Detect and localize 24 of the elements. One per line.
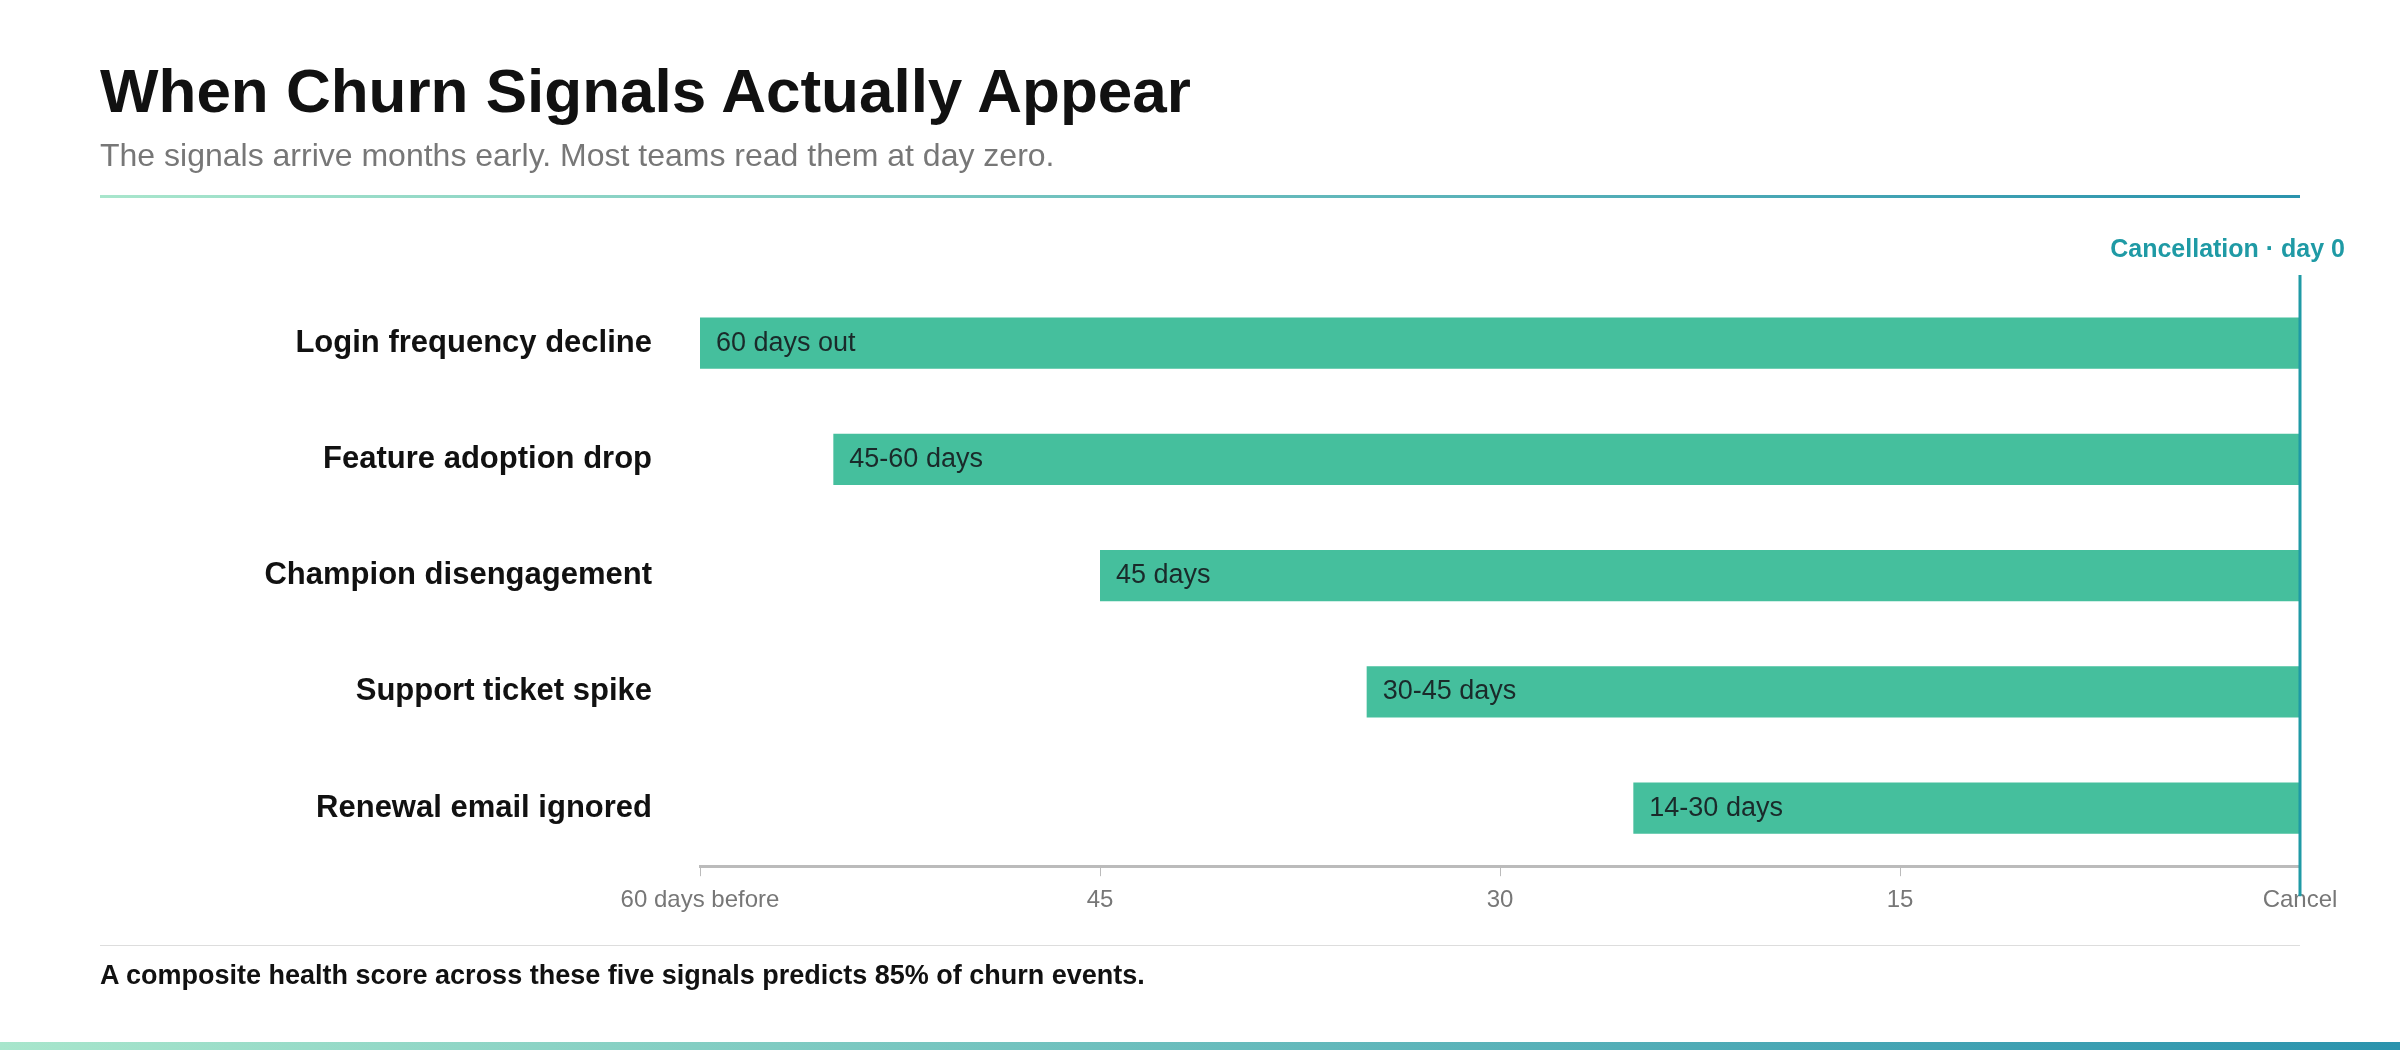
y-tick-label: Champion disengagement — [264, 556, 652, 592]
x-tick-label: 15 — [1886, 885, 1914, 913]
y-tick-label: Login frequency decline — [295, 323, 652, 359]
chart-subtitle: The signals arrive months early. Most teams read them at day zero. — [100, 137, 1055, 174]
y-tick-label: Renewal email ignored — [316, 788, 652, 824]
x-tick-label: Cancel — [2262, 885, 2338, 913]
bar — [700, 317, 2300, 369]
bar — [833, 433, 2300, 485]
data-label: 60 days out — [716, 326, 857, 357]
x-tick-label: 45 — [1086, 885, 1114, 913]
data-label: 45-60 days — [849, 442, 983, 473]
y-tick-label: Feature adoption drop — [323, 439, 652, 475]
data-label: 30-45 days — [1382, 675, 1517, 706]
chart-title: When Churn Signals Actually Appear — [100, 55, 1191, 126]
bar — [1100, 550, 2300, 602]
y-tick-label: Support ticket spike — [355, 672, 652, 708]
data-label: 45 days — [1116, 559, 1211, 590]
ref-line-label: Cancellation · day 0 — [2110, 234, 2345, 263]
x-tick-label: 30 — [1486, 885, 1514, 913]
x-tick-label: 60 days before — [620, 885, 780, 913]
bar — [1366, 666, 2300, 718]
text: A composite health score across these five signals predicts 85% of churn events. — [100, 960, 1146, 991]
data-label: 14-30 days — [1649, 791, 1783, 822]
bar — [1633, 782, 2300, 834]
